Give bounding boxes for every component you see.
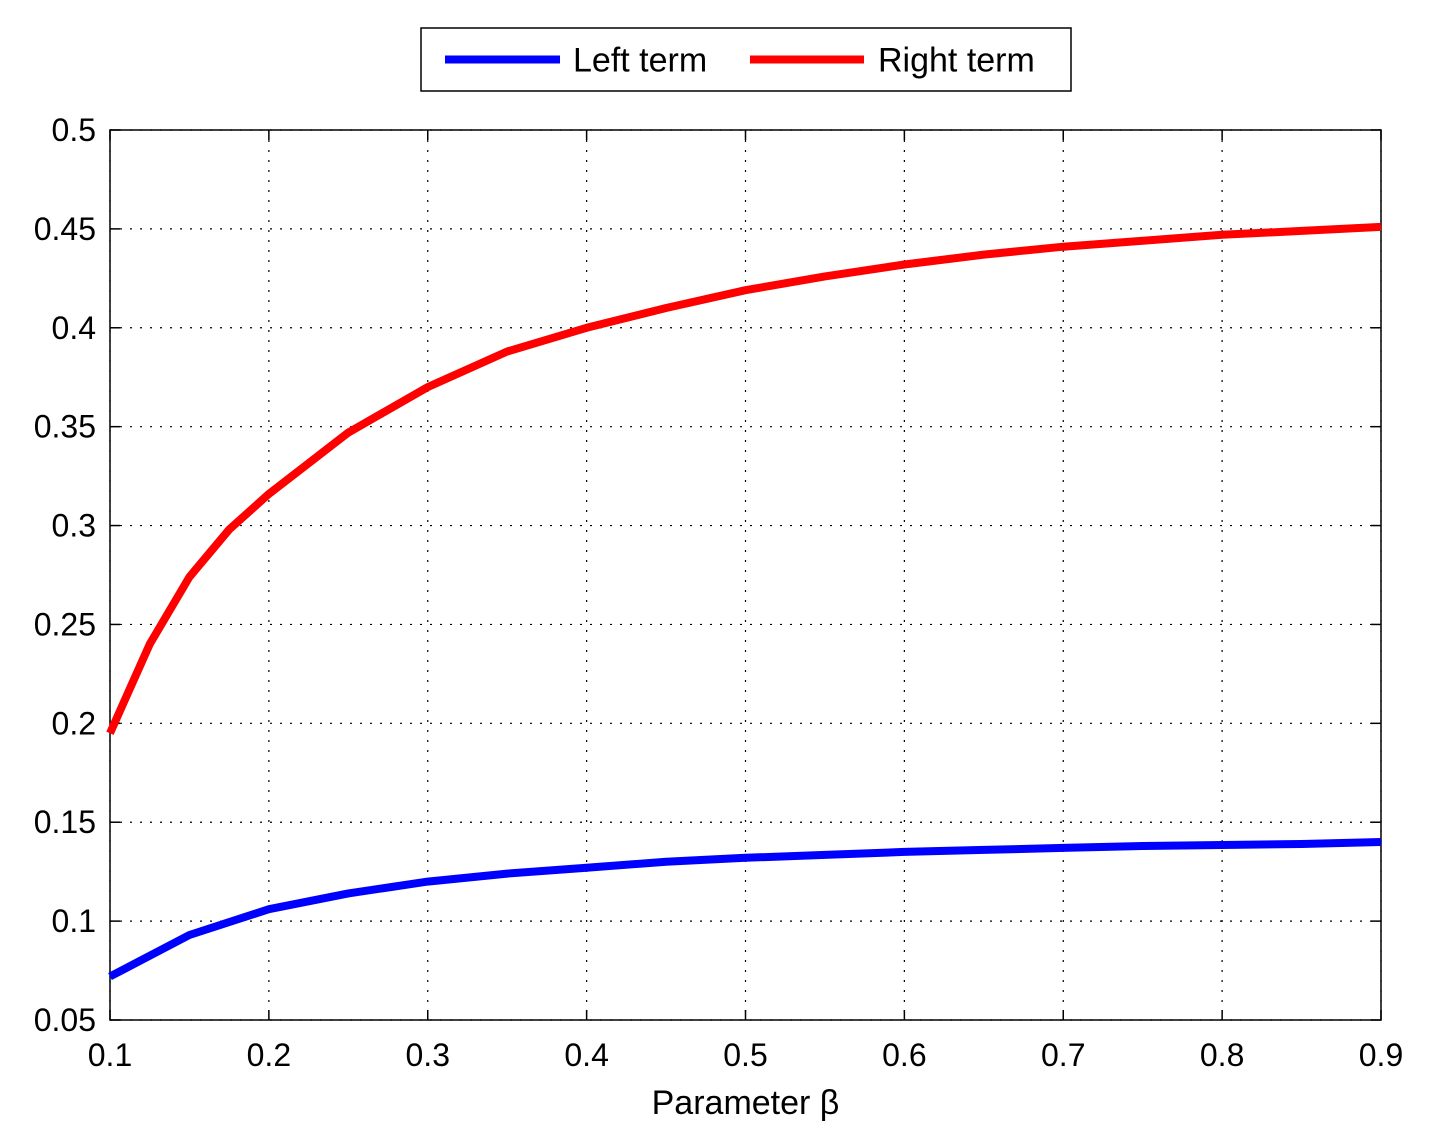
x-tick-label: 0.8 [1200, 1037, 1244, 1073]
y-tick-label: 0.25 [34, 606, 96, 642]
y-tick-label: 0.3 [52, 508, 96, 544]
x-tick-label: 0.5 [723, 1037, 767, 1073]
legend-label-left-term: Left term [573, 42, 707, 80]
series-lines [106, 222, 1382, 981]
x-tick-label: 0.9 [1359, 1037, 1403, 1073]
ticks: 0.1 0.2 0.3 0.4 0.5 0.6 0.7 0.8 0.90.050.10.150.… [34, 112, 1404, 1073]
y-tick-label: 0.2 [52, 705, 96, 741]
y-tick-label: 0.45 [34, 211, 96, 247]
legend-label-right-term: Right term [878, 42, 1035, 80]
y-tick-label: 0.15 [34, 804, 96, 840]
y-tick-label: 0.35 [34, 409, 96, 445]
series-line-right-term [106, 222, 1382, 735]
legend: Left term Right term [420, 27, 1072, 92]
axes [109, 129, 1382, 1021]
x-tick-label: 0.7 [1041, 1037, 1085, 1073]
y-tick-label: 0.4 [52, 310, 96, 346]
y-tick-label: 0.05 [34, 1002, 96, 1038]
x-tick-label: 0.1 [88, 1037, 132, 1073]
x-tick-label: 0.4 [564, 1037, 608, 1073]
series-line-left-term [108, 838, 1382, 981]
y-tick-label: 0.5 [52, 112, 96, 148]
plot-frame [109, 129, 1382, 1021]
x-tick-label: 0.3 [406, 1037, 450, 1073]
grid-lines [109, 129, 1382, 1021]
x-tick-label: 0.6 [882, 1037, 926, 1073]
x-tick-label: 0.2 [247, 1037, 291, 1073]
y-tick-label: 0.1 [52, 903, 96, 939]
x-axis-label: Parameter β [652, 1084, 840, 1122]
